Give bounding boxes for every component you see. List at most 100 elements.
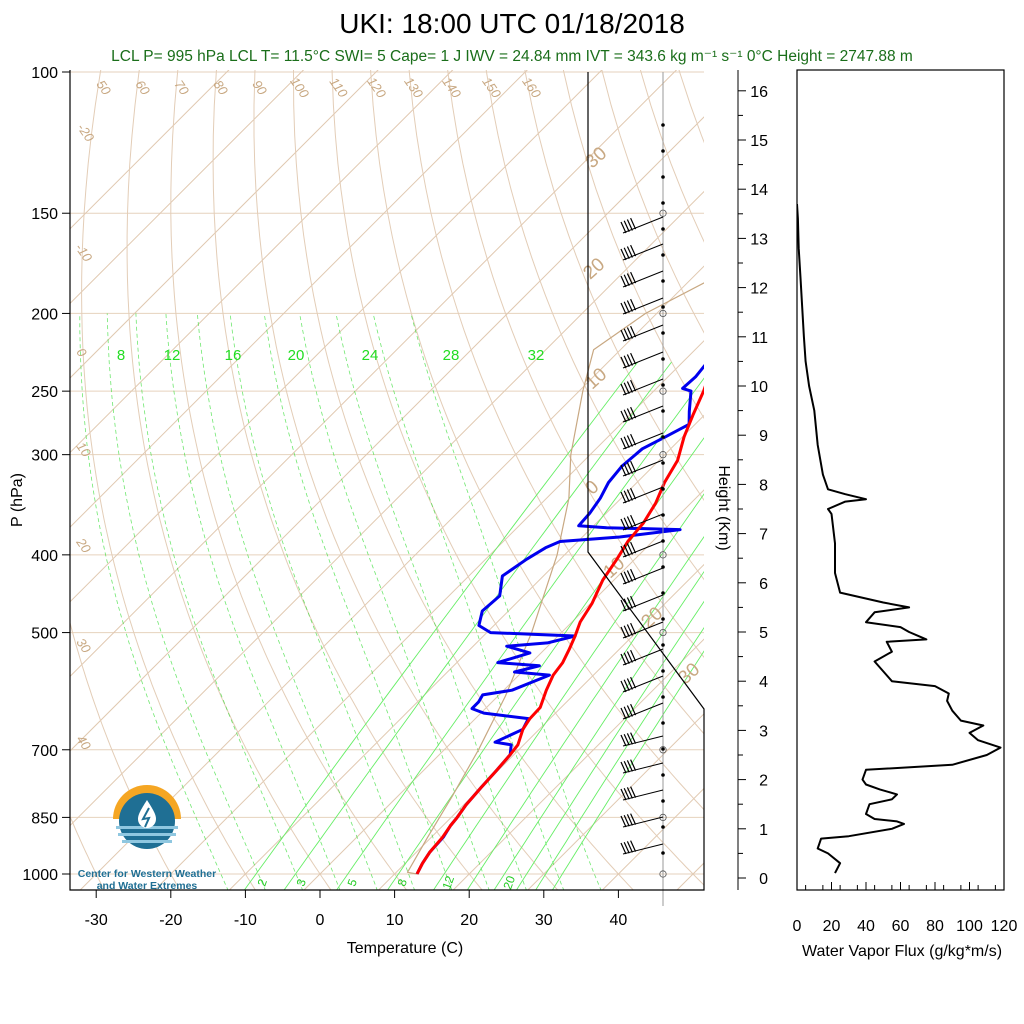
wind-barb-flag — [620, 356, 627, 369]
wind-barb-flag — [623, 274, 630, 286]
wind-level-dot — [661, 201, 665, 205]
wind-barb-flag — [623, 733, 630, 746]
flux-tick-label: 20 — [823, 918, 841, 935]
dry-adiabat — [81, 70, 256, 890]
wind-barb-flag — [620, 545, 627, 558]
isotherm — [452, 638, 704, 890]
wind-barb-staff — [622, 735, 664, 747]
wind-barb-flag — [626, 273, 633, 285]
dry-adiabat-label: 0 — [73, 345, 90, 360]
wind-level-dot — [661, 617, 665, 621]
wind-level-dot — [661, 123, 665, 127]
wind-barb-flag — [620, 599, 627, 612]
dry-adiabat-label: 110 — [327, 75, 352, 101]
mixing-ratio-label: 2 — [255, 877, 271, 888]
wind-level-dot — [661, 487, 665, 491]
mixing-ratio-label: 24 — [362, 347, 379, 364]
wind-barb-flag — [623, 841, 630, 854]
height-tick-label: 16 — [750, 84, 768, 101]
height-tick-label: 4 — [759, 674, 768, 691]
dry-adiabat — [292, 70, 634, 890]
moist-adiabat — [372, 313, 565, 890]
mixing-ratio-line — [283, 361, 672, 890]
wind-barb-flag — [626, 462, 633, 474]
x-tick-label: 30 — [535, 912, 553, 929]
wind-level-dot — [661, 409, 665, 413]
temperature-profile — [415, 385, 704, 875]
wind-barb-flag — [630, 379, 637, 392]
y-tick-label: 150 — [31, 206, 58, 223]
calm-marker — [659, 309, 667, 318]
calm-marker — [659, 551, 667, 559]
mixing-ratio-label: 8 — [117, 347, 125, 364]
wind-barb-flag — [630, 487, 637, 500]
logo-wave-2 — [118, 833, 176, 836]
wind-barb-flag — [630, 352, 637, 365]
wind-barb-flag — [630, 298, 637, 311]
dry-adiabat — [212, 70, 483, 890]
wind-barb-flag — [630, 460, 637, 473]
wind-barb-flag — [623, 382, 630, 394]
sounding-indices: LCL P= 995 hPa LCL T= 11.5°C SWI= 5 Cape… — [111, 48, 913, 65]
wind-barb-flag — [626, 760, 633, 772]
wind-level-dot — [661, 747, 665, 751]
wind-level-dot — [661, 149, 665, 153]
wind-barb-flag — [626, 651, 633, 663]
dry-adiabat — [856, 35, 1024, 891]
x-tick-label: 20 — [460, 912, 478, 929]
wind-level-dot — [661, 357, 665, 361]
height-tick-label: 8 — [759, 477, 768, 494]
moist-adiabat — [79, 313, 229, 890]
wind-barb-flag — [620, 383, 627, 396]
mixing-ratio-label: 12 — [439, 874, 457, 892]
wind-barb-flag — [626, 705, 633, 717]
flux-tick-label: 80 — [926, 918, 944, 935]
wind-level-dot — [661, 669, 665, 673]
wind-level-dot — [661, 591, 665, 595]
wind-barb-staff — [622, 297, 664, 315]
wind-barb-staff — [622, 513, 664, 531]
dry-adiabat-label: 30 — [73, 635, 94, 656]
flux-tick-label: 100 — [956, 918, 983, 935]
isotherm — [70, 70, 454, 454]
dry-adiabat-label: -20 — [74, 120, 98, 145]
moist-adiabat — [165, 313, 341, 890]
wind-barb-flag — [630, 541, 637, 554]
x-tick-label: 40 — [610, 912, 628, 929]
wind-barb-flag — [626, 814, 633, 826]
height-tick-label: 7 — [759, 527, 768, 544]
wind-barb-flag — [623, 706, 630, 718]
wind-barb-flag — [623, 625, 630, 637]
calm-marker — [659, 628, 667, 637]
dry-adiabat — [744, 35, 1024, 891]
wind-barb-staff — [622, 378, 664, 396]
dry-adiabat-label: -10 — [72, 240, 96, 265]
pressure-axis-label: P (hPa) — [9, 473, 26, 527]
wind-profile — [620, 72, 667, 906]
isotherm — [70, 70, 528, 528]
wind-barb-staff — [622, 648, 664, 666]
mixing-ratio-label: 12 — [164, 347, 181, 364]
wind-barb-flag — [630, 244, 637, 257]
x-tick-label: 0 — [316, 912, 325, 929]
wind-barb-staff — [622, 432, 664, 450]
isotherm — [70, 70, 678, 678]
dry-adiabat-label: 70 — [171, 77, 192, 98]
height-tick-label: 14 — [750, 182, 768, 199]
height-tick-label: 2 — [759, 773, 768, 790]
isotherm — [70, 70, 603, 603]
dry-adiabat — [706, 35, 1024, 891]
wind-barb-flag — [626, 408, 633, 420]
wind-barb-flag — [623, 571, 630, 583]
height-tick-label: 11 — [751, 330, 768, 347]
x-tick-label: 10 — [386, 912, 404, 929]
calm-marker — [659, 209, 667, 217]
moist-adiabat — [263, 313, 453, 890]
wind-barb-flag — [626, 516, 633, 528]
wind-barb-flag — [626, 841, 633, 853]
wind-barb-flag — [623, 787, 630, 800]
wind-barb-flag — [626, 300, 633, 312]
y-tick-label: 100 — [31, 65, 58, 82]
isotherm — [79, 265, 704, 890]
